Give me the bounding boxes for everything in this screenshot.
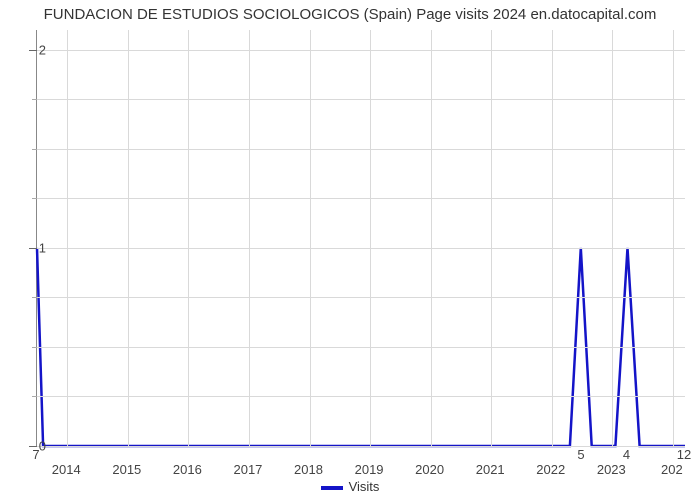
x-axis-label: 2023	[597, 462, 626, 477]
x-axis-label: 2022	[536, 462, 565, 477]
y-axis-label: 0	[16, 439, 46, 454]
x-axis-label: 2019	[355, 462, 384, 477]
gridline-vertical	[249, 30, 250, 446]
x-axis-label: 2014	[52, 462, 81, 477]
gridline-vertical	[552, 30, 553, 446]
gridline-vertical	[491, 30, 492, 446]
gridline-vertical	[673, 30, 674, 446]
gridline-vertical	[370, 30, 371, 446]
chart-title: FUNDACION DE ESTUDIOS SOCIOLOGICOS (Spai…	[0, 6, 700, 23]
y-tick-minor	[32, 149, 37, 150]
gridline-horizontal	[37, 446, 685, 447]
x-axis-label: 2018	[294, 462, 323, 477]
line-series	[37, 30, 685, 446]
y-axis-label: 2	[16, 42, 46, 57]
legend-label: Visits	[349, 479, 380, 494]
gridline-horizontal	[37, 99, 685, 100]
gridline-horizontal	[37, 297, 685, 298]
data-point-label: 7	[32, 447, 39, 462]
gridline-horizontal	[37, 198, 685, 199]
x-axis-label: 2021	[476, 462, 505, 477]
legend: Visits	[0, 479, 700, 494]
gridline-vertical	[67, 30, 68, 446]
x-axis-label: 2015	[112, 462, 141, 477]
x-axis-label: 2016	[173, 462, 202, 477]
gridline-horizontal	[37, 50, 685, 51]
y-axis-label: 1	[16, 240, 46, 255]
gridline-vertical	[431, 30, 432, 446]
data-point-label: 4	[623, 447, 630, 462]
plot-area	[36, 30, 685, 447]
data-point-label: 5	[577, 447, 584, 462]
gridline-horizontal	[37, 396, 685, 397]
y-tick-minor	[32, 396, 37, 397]
gridline-horizontal	[37, 248, 685, 249]
gridline-horizontal	[37, 149, 685, 150]
gridline-vertical	[188, 30, 189, 446]
y-tick-minor	[32, 99, 37, 100]
y-tick-minor	[32, 297, 37, 298]
gridline-vertical	[310, 30, 311, 446]
gridline-horizontal	[37, 347, 685, 348]
x-axis-label: 2020	[415, 462, 444, 477]
x-axis-label: 2017	[233, 462, 262, 477]
chart-container: FUNDACION DE ESTUDIOS SOCIOLOGICOS (Spai…	[0, 0, 700, 500]
x-axis-label: 202	[661, 462, 683, 477]
gridline-vertical	[128, 30, 129, 446]
gridline-vertical	[612, 30, 613, 446]
legend-swatch	[321, 486, 343, 490]
y-tick-minor	[32, 198, 37, 199]
y-tick-minor	[32, 347, 37, 348]
data-point-label: 12	[677, 447, 691, 462]
